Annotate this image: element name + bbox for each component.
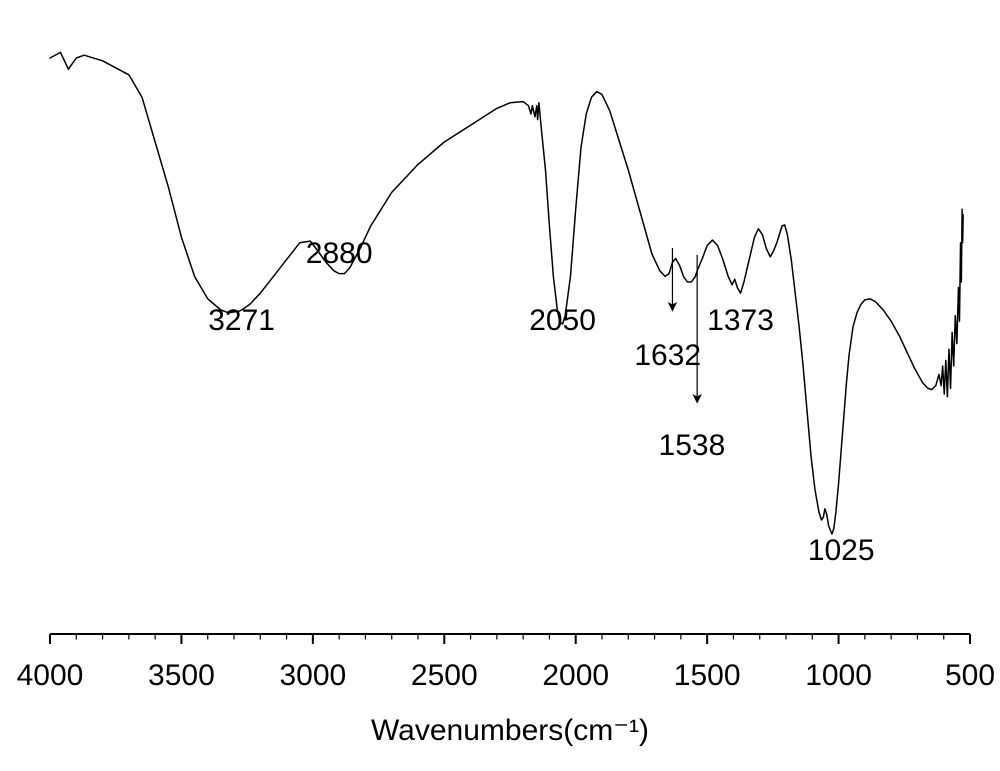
chart-svg: 4000 3500 3000 2500 2000 1500 1000 500 Wavenumbe…: [0, 0, 1000, 771]
x-tick-label: 3000: [279, 659, 346, 692]
peak-label: 2880: [306, 237, 373, 270]
peak-label: 1632: [634, 339, 701, 372]
x-tick-label: 500: [945, 659, 995, 692]
ir-spectrum-chart: 4000 3500 3000 2500 2000 1500 1000 500 Wavenumbe…: [0, 0, 1000, 771]
peak-label: 1373: [707, 304, 774, 337]
peak-label: 3271: [208, 304, 275, 337]
x-axis-label: Wavenumbers(cm⁻¹): [371, 714, 649, 747]
x-tick-label: 3500: [148, 659, 215, 692]
x-tick-label: 2000: [542, 659, 609, 692]
x-tick-label: 1000: [805, 659, 872, 692]
x-tick-label: 1500: [674, 659, 741, 692]
chart-bg: [0, 0, 1000, 771]
peak-label: 1025: [808, 534, 875, 567]
peak-label: 1538: [659, 429, 726, 462]
peak-label: 2050: [529, 304, 596, 337]
x-tick-label: 2500: [411, 659, 478, 692]
x-tick-label: 4000: [17, 659, 84, 692]
